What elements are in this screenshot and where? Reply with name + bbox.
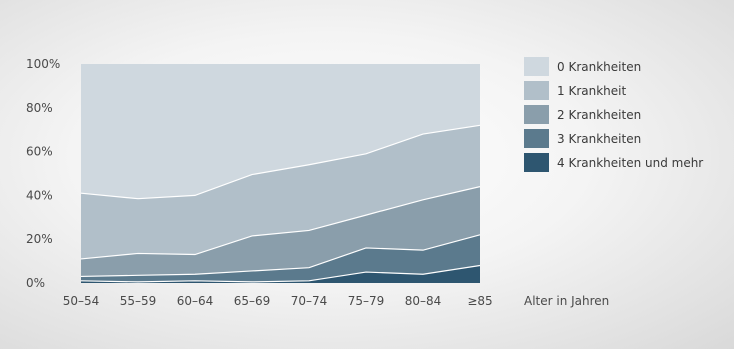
legend-label: 3 Krankheiten	[557, 132, 641, 146]
y-tick-label: 40%	[26, 188, 53, 202]
x-tick-label: 60–64	[177, 294, 214, 308]
x-tick-label: 80–84	[405, 294, 442, 308]
y-tick-label: 0%	[26, 276, 45, 290]
legend-label: 0 Krankheiten	[557, 60, 641, 74]
legend-swatch	[524, 81, 549, 100]
area-4-krankheiten-und-mehr	[81, 265, 480, 283]
x-tick-label: ≥85	[467, 294, 492, 308]
x-axis-label: Alter in Jahren	[524, 294, 609, 308]
y-tick-label: 20%	[26, 232, 53, 246]
boundary-line-4-krankheiten-und-mehr	[80, 264, 481, 283]
area-3-krankheiten	[81, 234, 480, 282]
y-axis: 0% 20% 40% 60% 80% 100%	[26, 57, 60, 290]
x-tick-label: 70–74	[291, 294, 328, 308]
legend: 0 Krankheiten 1 Krankheit 2 Krankheiten 3 K…	[524, 57, 703, 172]
legend-label: 2 Krankheiten	[557, 108, 641, 122]
boundary-line-3-krankheiten	[80, 234, 481, 278]
boundary-line-2-krankheiten	[80, 186, 481, 260]
legend-swatch	[524, 57, 549, 76]
x-tick-label: 65–69	[234, 294, 271, 308]
y-tick-label: 80%	[26, 101, 53, 115]
legend-swatch	[524, 153, 549, 172]
legend-swatch	[524, 105, 549, 124]
chart-areas	[80, 64, 481, 283]
area-0-krankheiten	[81, 64, 480, 199]
area-1-krankheit	[81, 125, 480, 259]
x-tick-label: 50–54	[63, 294, 100, 308]
y-tick-label: 100%	[26, 57, 60, 71]
legend-label: 4 Krankheiten und mehr	[557, 156, 703, 170]
legend-label: 1 Krankheit	[557, 84, 626, 98]
y-tick-label: 60%	[26, 145, 53, 159]
legend-swatch	[524, 129, 549, 148]
boundary-line-1-krankheit	[80, 124, 481, 200]
x-tick-label: 55–59	[120, 294, 157, 308]
x-axis: Alter in Jahren 50–54 55–59 60–64 65–69 70–7…	[63, 294, 610, 308]
x-tick-label: 75–79	[348, 294, 385, 308]
area-2-krankheiten	[81, 186, 480, 277]
